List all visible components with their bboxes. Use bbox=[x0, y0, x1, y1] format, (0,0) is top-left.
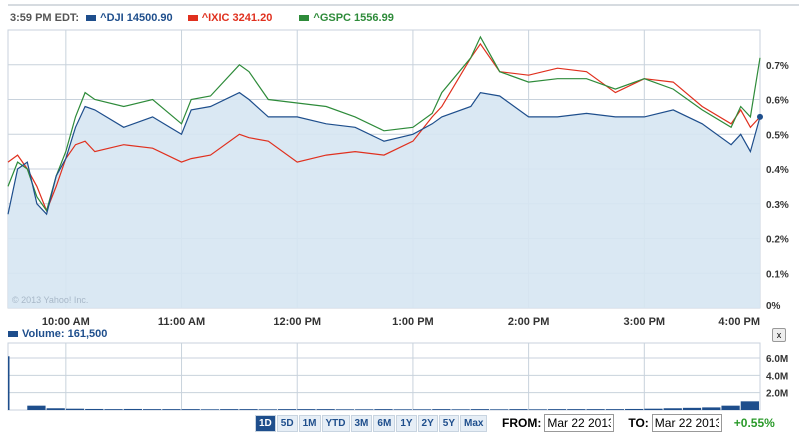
volume-bar bbox=[104, 409, 123, 410]
range-button-max[interactable]: Max bbox=[460, 415, 488, 432]
to-label: TO: bbox=[628, 416, 649, 430]
x-tick-label: 3:00 PM bbox=[624, 316, 666, 328]
y-tick-label: 0.1% bbox=[766, 269, 789, 280]
volume-bar bbox=[528, 409, 547, 410]
gspc-line bbox=[7, 35, 761, 213]
y-tick-label: 0.3% bbox=[766, 200, 789, 211]
range-button-ytd[interactable]: YTD bbox=[321, 415, 350, 432]
volume-bar bbox=[490, 409, 509, 410]
range-button-5y[interactable]: 5Y bbox=[438, 415, 460, 432]
x-tick-label: 10:00 AM bbox=[42, 316, 90, 328]
volume-bar bbox=[567, 409, 586, 410]
from-date-input[interactable] bbox=[544, 414, 615, 432]
y-tick-label: 0.2% bbox=[766, 235, 789, 246]
volume-bar bbox=[46, 408, 65, 410]
volume-bar bbox=[8, 356, 10, 410]
volume-legend: Volume: 161,500 bbox=[8, 328, 107, 340]
volume-bar bbox=[740, 401, 759, 410]
dji-area bbox=[8, 92, 760, 308]
time-label: 3:59 PM EDT: bbox=[10, 12, 80, 24]
volume-bar bbox=[509, 409, 528, 410]
volume-bar bbox=[605, 409, 625, 410]
x-tick-label: 2:00 PM bbox=[508, 316, 550, 328]
range-button-2y[interactable]: 2Y bbox=[417, 415, 438, 432]
range-button-6m[interactable]: 6M bbox=[373, 415, 396, 432]
volume-bar bbox=[451, 409, 470, 410]
volume-bar bbox=[277, 409, 297, 410]
volume-bar bbox=[220, 409, 239, 410]
volume-bar bbox=[142, 409, 162, 410]
ixic-line bbox=[7, 42, 761, 213]
volume-bar bbox=[27, 405, 46, 410]
volume-bar bbox=[644, 408, 663, 410]
volume-bar bbox=[682, 407, 702, 410]
volume-bar bbox=[200, 409, 220, 410]
volume-tick-label: 2.0M bbox=[766, 389, 788, 400]
dji-last-point bbox=[757, 113, 763, 120]
volume-swatch bbox=[8, 331, 18, 338]
top-divider bbox=[8, 4, 799, 6]
volume-label: Volume: 161,500 bbox=[22, 328, 108, 340]
y-tick-label: 0.7% bbox=[766, 61, 789, 72]
legend-gspc: ^GSPC 1556.99 bbox=[313, 12, 394, 24]
volume-bar bbox=[374, 409, 393, 410]
gspc-swatch bbox=[299, 15, 310, 22]
volume-bar bbox=[702, 407, 721, 410]
volume-bar bbox=[297, 409, 316, 410]
x-tick-label: 12:00 PM bbox=[273, 316, 321, 328]
volume-bar bbox=[239, 409, 258, 410]
range-button-1d[interactable]: 1D bbox=[255, 415, 276, 432]
legend-ixic: ^IXIC 3241.20 bbox=[201, 12, 273, 24]
volume-bar bbox=[258, 409, 277, 410]
to-date-input[interactable] bbox=[651, 414, 722, 432]
date-range: FROM: TO: +0.55% bbox=[502, 414, 775, 432]
volume-tick-label: 6.0M bbox=[766, 354, 788, 365]
range-button-1m[interactable]: 1M bbox=[298, 415, 321, 432]
volume-bar bbox=[412, 409, 432, 410]
legend-dji: ^DJI 14500.90 bbox=[100, 12, 173, 24]
volume-bar bbox=[162, 409, 181, 410]
volume-bar bbox=[721, 405, 740, 410]
volume-bar bbox=[65, 408, 85, 410]
y-tick-label: 0.6% bbox=[766, 96, 789, 107]
volume-bar bbox=[335, 409, 355, 410]
from-label: FROM: bbox=[502, 416, 542, 430]
range-button-1y[interactable]: 1Y bbox=[396, 415, 417, 432]
volume-bar bbox=[123, 408, 142, 410]
volume-bar bbox=[663, 408, 682, 410]
volume-tick-label: 4.0M bbox=[766, 371, 788, 382]
volume-bar bbox=[432, 409, 451, 410]
ixic-swatch bbox=[187, 15, 198, 22]
volume-bar bbox=[85, 408, 104, 410]
chart-legend: 3:59 PM EDT: ^DJI 14500.90 ^IXIC 3241.20… bbox=[10, 12, 398, 24]
volume-bar bbox=[393, 409, 412, 410]
volume-bar bbox=[181, 409, 200, 410]
y-tick-label: 0.5% bbox=[766, 130, 789, 141]
volume-plot-area bbox=[7, 342, 761, 411]
change-percent: +0.55% bbox=[733, 416, 775, 430]
volume-bar bbox=[586, 409, 605, 410]
volume-bar bbox=[355, 409, 374, 410]
x-tick-label: 11:00 AM bbox=[158, 316, 205, 328]
watermark: © 2013 Yahoo! Inc. bbox=[12, 295, 88, 305]
volume-bar bbox=[547, 409, 567, 410]
range-button-3m[interactable]: 3M bbox=[350, 415, 373, 432]
x-tick-label: 4:00 PM bbox=[718, 316, 760, 328]
x-tick-label: 1:00 PM bbox=[392, 316, 434, 328]
close-volume-button[interactable]: x bbox=[772, 328, 786, 342]
dji-line bbox=[7, 91, 761, 216]
volume-bar bbox=[470, 409, 490, 410]
y-tick-label: 0% bbox=[766, 301, 781, 312]
range-selector: 1D 5D 1M YTD 3M 6M 1Y 2Y 5Y Max bbox=[255, 415, 488, 432]
volume-bar bbox=[316, 409, 335, 410]
dji-swatch bbox=[86, 15, 97, 22]
volume-bar bbox=[625, 408, 644, 410]
range-button-5d[interactable]: 5D bbox=[276, 415, 298, 432]
y-tick-label: 0.4% bbox=[766, 165, 789, 176]
